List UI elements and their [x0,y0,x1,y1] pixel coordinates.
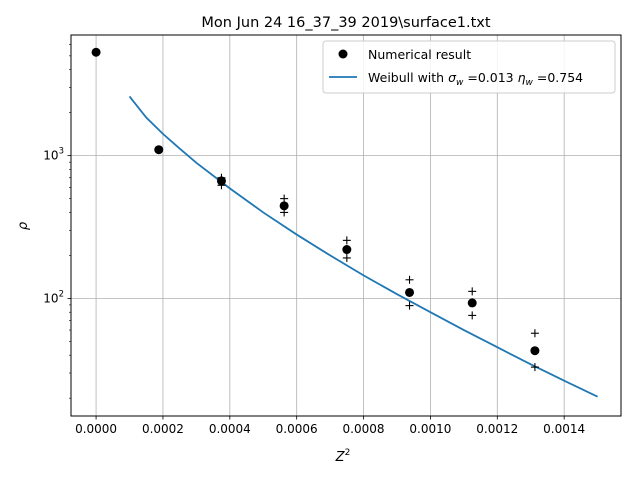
x-axis-label: Z2 [335,448,351,465]
legend-marker-numerical [338,49,348,59]
x-tick-label-4: 0.0008 [343,422,385,436]
data-point-7 [530,346,540,356]
x-tick-label-0: 0.0000 [75,422,117,436]
x-tick-label-2: 0.0004 [209,422,251,436]
x-tick-label-1: 0.0002 [142,422,184,436]
error-plus-marker-4-upper [342,236,351,245]
error-plus-marker-5-upper [405,275,414,284]
legend-weibull-sigma-value: =0.013 [463,70,517,85]
x-axis-label-superscript: 2 [345,448,351,458]
legend-weibull-eta-value: =0.754 [533,70,583,85]
error-plus-marker-7-lower [530,363,539,372]
x-tick-label-5: 0.0010 [409,422,451,436]
legend: Numerical result Weibull with σw =0.013 … [322,40,616,94]
error-plus-marker-4-lower [342,253,351,262]
plot-frame [70,34,622,417]
error-plus-marker-3-upper [280,194,289,203]
weibull-fit-line [128,95,598,398]
legend-label-numerical: Numerical result [368,47,471,62]
error-plus-marker-7-upper [530,329,539,338]
error-plus-marker-5-lower [405,301,414,310]
data-point-5 [405,287,415,297]
error-plus-marker-6-lower [468,311,477,320]
legend-weibull-eta-sub: w [526,78,534,88]
legend-box [322,40,616,94]
data-point-6 [467,298,477,308]
x-axis-label-base: Z [335,450,346,465]
y-tick-label-1: 103 [43,147,64,163]
grid-layer [71,35,621,416]
chart-title: Mon Jun 24 16_37_39 2019\surface1.txt [201,15,490,31]
x-axis: 0.0000 0.0002 0.0004 0.0006 0.0008 0.0010 0.00… [75,416,585,436]
data-point-0 [91,47,101,57]
x-tick-label-6: 0.0012 [476,422,518,436]
legend-weibull-prefix: Weibull with [368,70,448,85]
legend-label-weibull: Weibull with σw =0.013 ηw =0.754 [368,70,583,88]
legend-weibull-sigma-sub: w [456,78,464,88]
data-point-3 [279,201,289,211]
x-tick-label-7: 0.0014 [543,422,585,436]
y-tick-label-0: 102 [43,289,64,305]
data-point-2 [216,176,226,186]
series-layer [91,47,598,398]
y-axis-label: ρ [16,221,31,230]
error-plus-marker-6-upper [468,287,477,296]
data-point-1 [154,145,164,155]
legend-weibull-sigma: σ [448,70,457,85]
legend-weibull-eta: η [518,70,526,85]
data-point-4 [342,245,352,255]
y-axis: 102 103 [43,44,71,399]
x-tick-label-3: 0.0006 [276,422,318,436]
